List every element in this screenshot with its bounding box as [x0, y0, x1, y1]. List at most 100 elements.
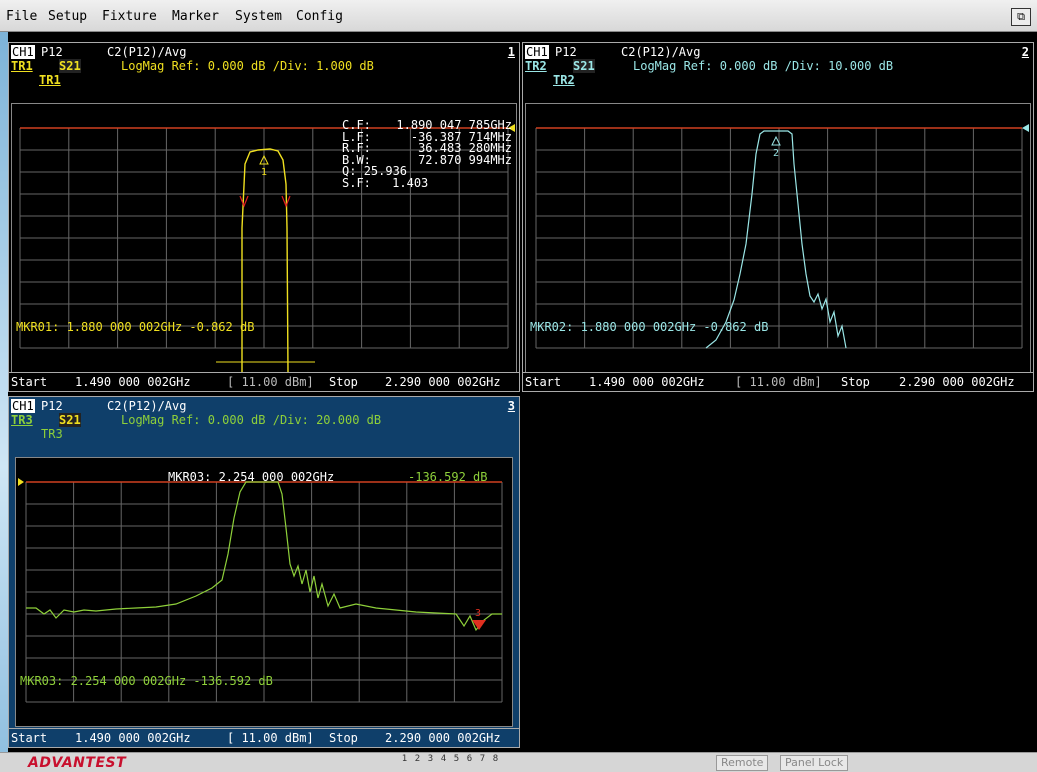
menu-marker[interactable]: Marker: [172, 9, 219, 24]
marker-number: 1: [261, 167, 267, 178]
empty-panel: [522, 396, 1034, 748]
brand-logo: ADVANTEST: [28, 755, 127, 771]
menu-fixture[interactable]: Fixture: [102, 9, 157, 24]
marker-number: 2: [773, 148, 779, 159]
start-label: Start: [525, 375, 562, 389]
panel-lock-button[interactable]: Panel Lock: [780, 755, 849, 771]
channel-label: CH1: [11, 399, 35, 413]
trace-tab[interactable]: TR3: [11, 413, 33, 427]
trace-label: TR2: [553, 73, 575, 87]
marker-number: 3: [475, 608, 481, 619]
stat-value: 1.403: [392, 175, 429, 190]
start-value: 1.490 000 002GHz: [75, 375, 191, 389]
restore-window-icon[interactable]: ⧉: [1011, 8, 1031, 26]
stat-label: L.F:: [342, 129, 371, 144]
marker-readout: MKR01: 1.880 000 002GHz -0.862 dB: [16, 320, 255, 334]
left-freq-marker-icon: [239, 195, 249, 208]
sparam-label[interactable]: S21: [573, 59, 595, 73]
active-marker-value: -136.592 dB: [408, 470, 488, 484]
page-button[interactable]: 8: [492, 754, 499, 764]
marker-readout: MKR02: 1.880 000 002GHz -0.862 dB: [530, 320, 769, 334]
page-button[interactable]: 2: [414, 754, 421, 764]
calc-label: C2(P12)/Avg: [107, 399, 187, 413]
active-marker-label: MKR03: 2.254 000 002GHz: [168, 470, 335, 484]
panel-number: 1: [507, 45, 515, 59]
start-label: Start: [11, 731, 48, 745]
menu-system[interactable]: System: [235, 9, 282, 24]
power-value: [ 11.00 dBm]: [735, 375, 822, 389]
scale-label: LogMag Ref: 0.000 dB /Div: 10.000 dB: [633, 59, 894, 73]
panel-number: 3: [507, 399, 515, 413]
calc-label: C2(P12)/Avg: [621, 45, 701, 59]
plot-area-2[interactable]: 2 MKR02: 1.880 000 002GHz -0.862 dB: [525, 103, 1031, 373]
plot-svg-2: 2: [535, 124, 1029, 349]
page-button[interactable]: 5: [453, 754, 460, 764]
port-label: P12: [41, 399, 63, 413]
stat-label: S.F:: [342, 175, 371, 190]
power-value: [ 11.00 dBm]: [227, 731, 314, 745]
stop-label: Stop: [329, 731, 358, 745]
scale-label: LogMag Ref: 0.000 dB /Div: 1.000 dB: [121, 59, 374, 73]
stat-value: 72.870 994MHz: [418, 152, 512, 167]
stop-value: 2.290 000 002GHz: [385, 375, 501, 389]
trace-label: TR1: [39, 73, 61, 87]
trace-tab[interactable]: TR1: [11, 59, 33, 73]
page-button[interactable]: 6: [466, 754, 473, 764]
port-label: P12: [41, 45, 63, 59]
plot-area-3[interactable]: 3 MKR03: 2.254 000 002GHz -136.592 dB MK…: [15, 457, 513, 727]
calc-label: C2(P12)/Avg: [107, 45, 187, 59]
power-value: [ 11.00 dBm]: [227, 375, 314, 389]
page-button[interactable]: 1: [401, 754, 408, 764]
start-value: 1.490 000 002GHz: [589, 375, 705, 389]
sparam-label[interactable]: S21: [59, 413, 81, 427]
stop-label: Stop: [841, 375, 870, 389]
scale-label: LogMag Ref: 0.000 dB /Div: 20.000 dB: [121, 413, 382, 427]
stat-value: 1.890 047 785GHz: [396, 118, 512, 132]
channel-label: CH1: [525, 45, 549, 59]
menu-file[interactable]: File: [6, 9, 38, 24]
start-value: 1.490 000 002GHz: [75, 731, 191, 745]
trace-label: TR3: [41, 427, 63, 441]
reference-arrow-icon: [18, 478, 24, 486]
right-freq-marker-icon: [281, 195, 291, 208]
stat-label: R.F:: [342, 141, 371, 155]
menu-setup[interactable]: Setup: [48, 9, 88, 24]
trace-panel-3[interactable]: CH1 P12 C2(P12)/Avg 3 TR3 S21 LogMag Ref…: [8, 396, 520, 748]
sparam-label[interactable]: S21: [59, 59, 81, 73]
stop-label: Stop: [329, 375, 358, 389]
active-marker-icon: [472, 620, 486, 630]
stat-label: C.F:: [342, 118, 371, 132]
page-button[interactable]: 4: [440, 754, 447, 764]
trace-tab[interactable]: TR2: [525, 59, 547, 73]
reference-arrow-icon: [1022, 124, 1029, 132]
reference-arrow-icon: [508, 124, 515, 132]
stat-value: -36.387 714MHz: [410, 129, 512, 144]
plot-svg-1: 1: [19, 124, 515, 373]
stat-value: 36.483 280MHz: [418, 141, 512, 155]
marker-triangle-icon: [771, 135, 781, 146]
stats-block: C.F: 1.890 047 785GHz L.F: -36.387 714MH…: [342, 118, 512, 190]
channel-label: CH1: [11, 45, 35, 59]
panel-number: 2: [1021, 45, 1029, 59]
stop-value: 2.290 000 002GHz: [899, 375, 1015, 389]
sweep-footer: Start 1.490 000 002GHz [ 11.00 dBm] Stop…: [523, 372, 1033, 391]
left-decor-strip: [0, 32, 8, 757]
stop-value: 2.290 000 002GHz: [385, 731, 501, 745]
sweep-footer: Start 1.490 000 002GHz [ 11.00 dBm] Stop…: [9, 372, 519, 391]
page-button[interactable]: 3: [427, 754, 434, 764]
marker-triangle-icon: [259, 154, 269, 165]
trace-panel-1[interactable]: CH1 P12 C2(P12)/Avg 1 TR1 S21 LogMag Ref…: [8, 42, 520, 392]
plot-area-1[interactable]: 1 C.F: 1.890 047 785GHz L.F: -36.387 714…: [11, 103, 517, 373]
menu-bar: File Setup Fixture Marker System Config …: [0, 0, 1037, 32]
plot-svg-3: 3: [18, 478, 503, 703]
remote-button[interactable]: Remote: [716, 755, 769, 771]
trace-panel-2[interactable]: CH1 P12 C2(P12)/Avg 2 TR2 S21 LogMag Ref…: [522, 42, 1034, 392]
menu-config[interactable]: Config: [296, 9, 343, 24]
sweep-footer: Start 1.490 000 002GHz [ 11.00 dBm] Stop…: [9, 728, 519, 747]
start-label: Start: [11, 375, 48, 389]
marker-readout: MKR03: 2.254 000 002GHz -136.592 dB: [20, 674, 273, 688]
trace-line: [241, 148, 289, 373]
page-button[interactable]: 7: [479, 754, 486, 764]
